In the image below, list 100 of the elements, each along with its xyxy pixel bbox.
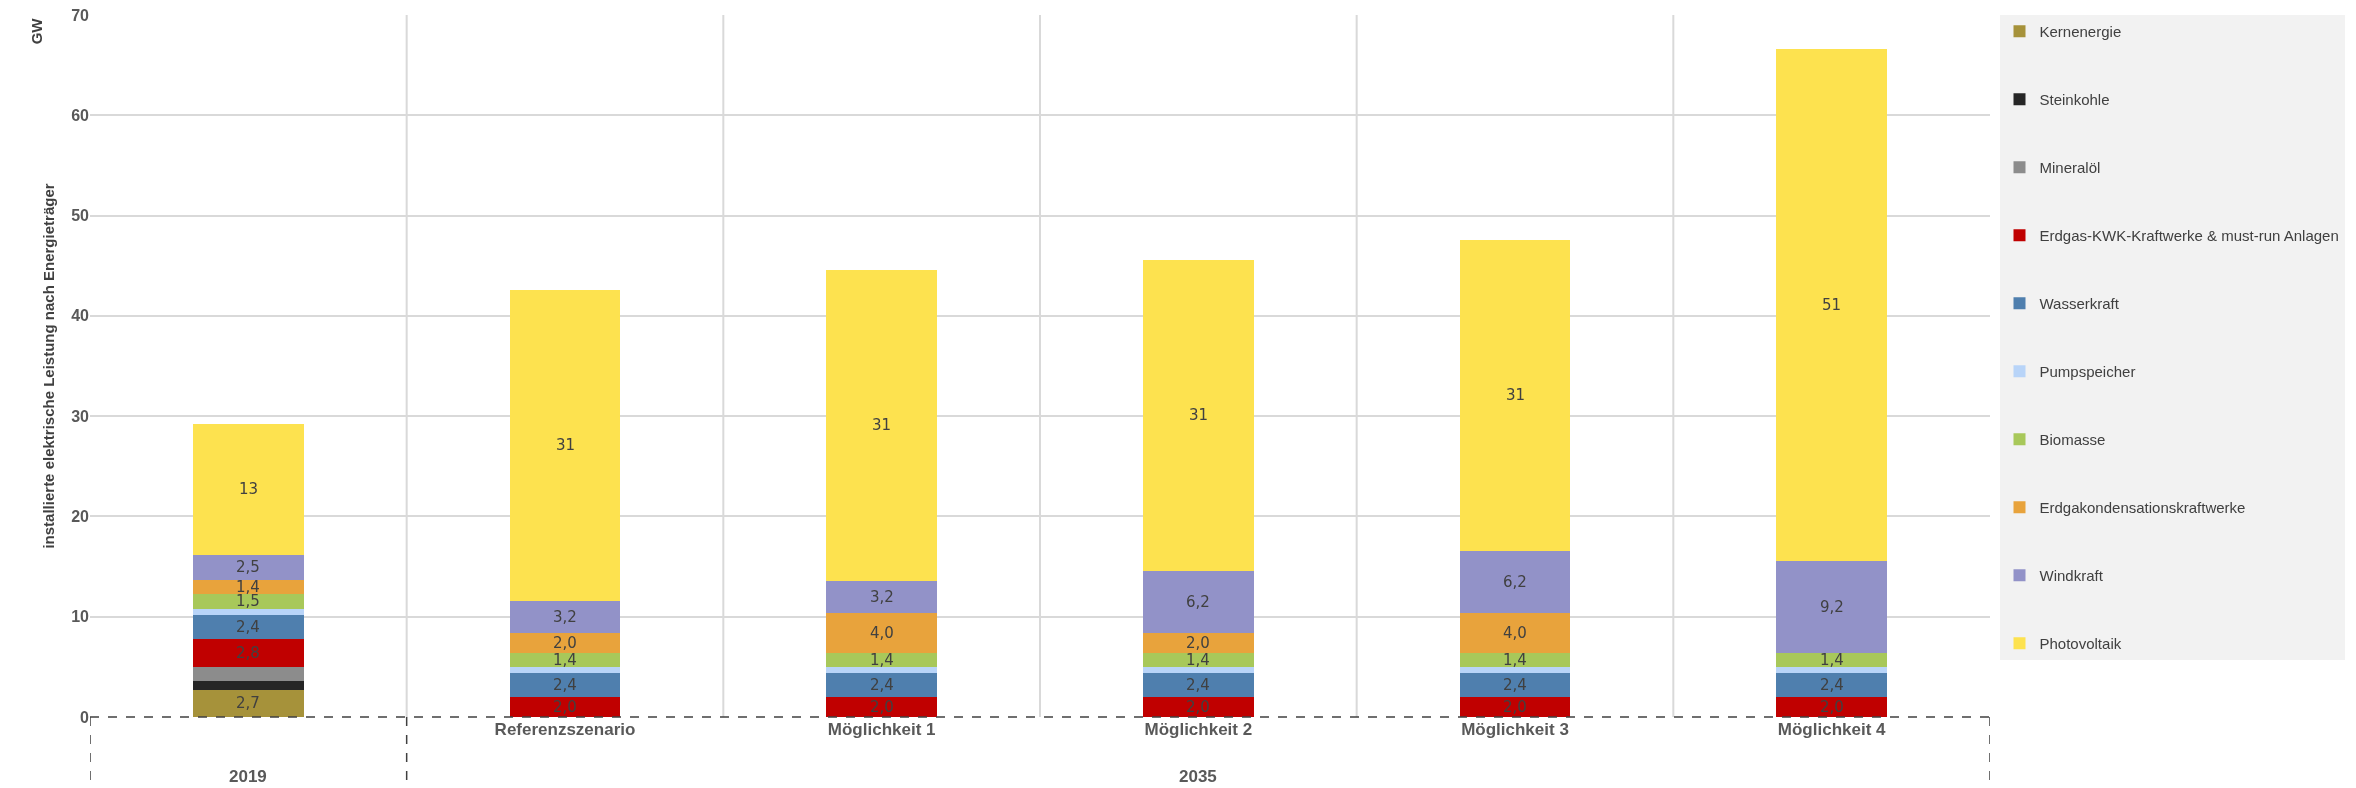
bar [1776,652,1888,667]
data-label: 2,4 [870,676,894,694]
data-label: 31 [1506,386,1526,404]
data-label: 6,2 [1186,593,1210,611]
bar [1776,666,1888,673]
bar [192,593,304,609]
x-tick-label: Möglichkeit 4 [1777,720,1887,739]
data-label: 51 [1822,296,1842,314]
data-label: 2,4 [1186,676,1210,694]
x-tick-label: Möglichkeit 2 [1144,720,1253,739]
bar [509,666,621,673]
data-label: 1,4 [870,651,894,669]
bar [192,554,304,580]
data-label: 2,5 [236,558,260,576]
data-label: 9,2 [1820,598,1844,616]
y-tick-label: 40 [71,307,90,325]
bar [1459,652,1571,667]
bar [826,580,938,613]
legend-label: Erdgakondensationskraftwerke [2039,499,2246,517]
bar [1459,666,1571,673]
y-tick-label: 20 [71,508,90,526]
data-label: 2,0 [1820,698,1844,716]
y-tick-label: 10 [71,608,90,626]
bar [509,672,621,697]
data-label: 1,4 [553,651,577,669]
x-tick-label: Möglichkeit 3 [1461,720,1569,739]
y-tick-label: 60 [71,106,90,124]
legend-label: Mineralöl [2039,159,2101,177]
data-label: 2,0 [553,698,577,716]
legend-label: Pumpspeicher [2039,363,2136,381]
x-tick-label: Referenzszenario [494,720,636,739]
bar [1142,259,1254,571]
bar [1459,550,1571,613]
y-axis-title: installierte elektrische Leistung nach Energieträger [40,183,58,549]
data-label: 2,8 [236,644,260,662]
data-label: 13 [239,480,259,498]
legend-label: Erdgas-KWK-Kraftwerke & must-run Anlagen [2039,227,2339,245]
y-tick-label: 30 [71,407,90,425]
bar [826,666,938,673]
data-label: 1,4 [1503,651,1527,669]
legend-label: Steinkohle [2039,91,2110,109]
data-label: 31 [556,436,576,454]
y-tick-label: 70 [71,6,90,24]
legend-label: Kernenergie [2039,23,2122,41]
text: 2019 [229,767,267,786]
data-label: 4,0 [1503,624,1527,642]
bar [192,638,304,667]
bar [192,666,304,681]
bar [192,689,304,717]
bar [1776,672,1888,697]
bar [1459,612,1571,653]
data-label: 3,2 [870,588,894,606]
bar [192,680,304,690]
y-tick-label: 50 [71,207,90,225]
bar [1142,570,1254,633]
legend-label: Wasserkraft [2039,295,2120,313]
data-label: 1,4 [236,578,260,596]
bar [1142,632,1254,653]
bar [1459,696,1571,717]
bar [509,652,621,667]
bar [1776,560,1888,653]
legend-label: Windkraft [2039,567,2104,585]
data-label: 2,4 [1820,676,1844,694]
legend-label: Photovoltaik [2039,635,2122,653]
data-label: 2,4 [553,676,577,694]
bar [1142,696,1254,717]
bar [826,612,938,653]
bar [509,632,621,653]
bar [509,696,621,717]
data-label: 31 [872,416,892,434]
bar [192,579,304,594]
data-label: 2,0 [1186,698,1210,716]
bar [1776,696,1888,717]
bar [826,696,938,717]
bar [192,608,304,615]
bar [1459,672,1571,697]
bar [509,600,621,633]
data-label: 2,0 [1503,698,1527,716]
data-label: 3,2 [553,608,577,626]
data-label: 1,4 [1186,651,1210,669]
bar [1776,49,1888,561]
data-label: 2,4 [1503,676,1527,694]
data-label: 2,0 [553,634,577,652]
text: GW [28,17,46,45]
x-tick-label: Möglichkeit 1 [827,720,936,739]
bar [826,672,938,697]
bar [826,652,938,667]
data-label: 1,4 [1820,651,1844,669]
data-label: 2,0 [1186,634,1210,652]
bar [192,424,304,555]
bar [1142,672,1254,697]
data-label: 2,4 [236,618,260,636]
bar [826,269,938,581]
data-label: 6,2 [1503,573,1527,591]
y-tick-label: 0 [80,708,90,726]
bar [192,614,304,639]
bar [1142,652,1254,667]
legend-label: Biomasse [2039,431,2106,449]
data-label: 31 [1189,406,1209,424]
bar [509,289,621,601]
